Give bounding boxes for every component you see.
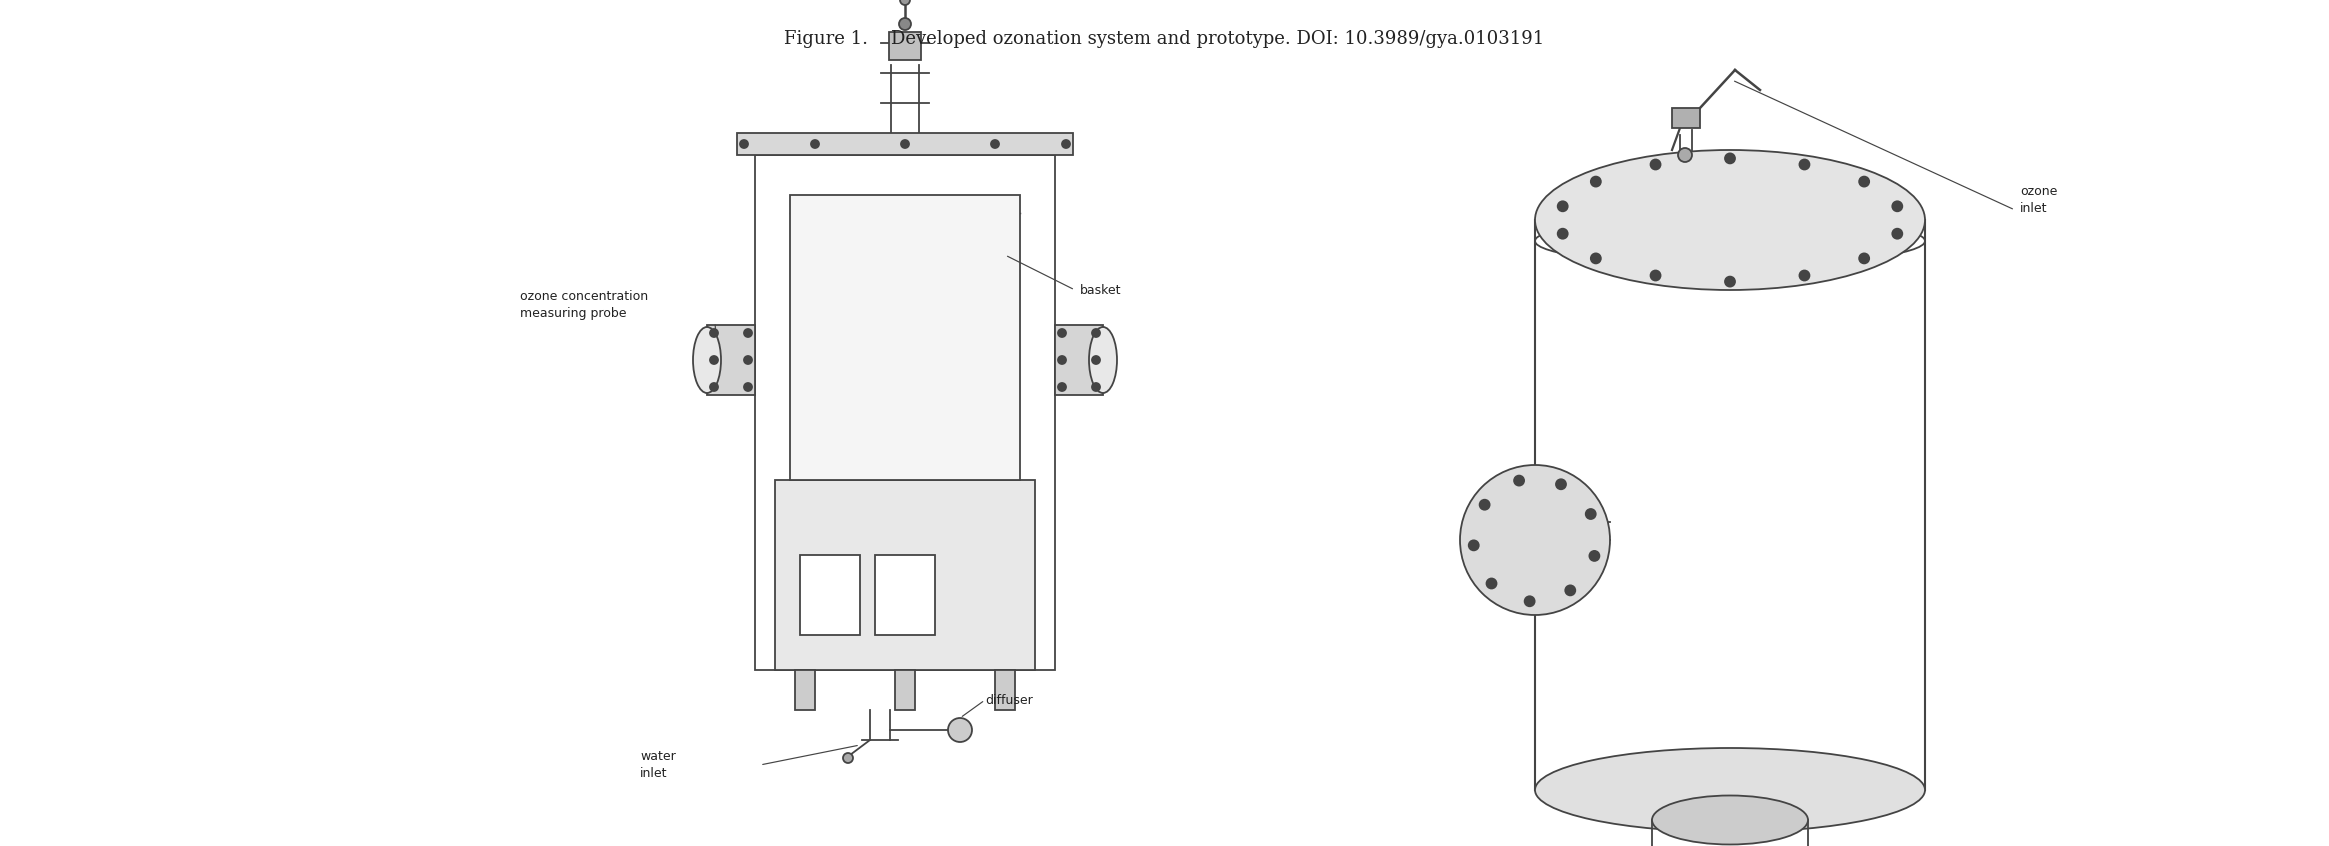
Bar bbox=[776, 480, 1034, 670]
Circle shape bbox=[948, 718, 971, 742]
Circle shape bbox=[1092, 356, 1099, 364]
Circle shape bbox=[1479, 500, 1491, 510]
Ellipse shape bbox=[1535, 150, 1926, 290]
Circle shape bbox=[710, 356, 717, 364]
Text: ozone
inlet: ozone inlet bbox=[2019, 185, 2057, 215]
Text: Figure 1.    Developed ozonation system and prototype. DOI: 10.3989/gya.0103191: Figure 1. Developed ozonation system and… bbox=[785, 30, 1544, 47]
Text: basket: basket bbox=[1081, 283, 1123, 296]
Bar bbox=[790, 195, 1020, 480]
Bar bbox=[876, 555, 934, 635]
Circle shape bbox=[741, 140, 748, 148]
Circle shape bbox=[1726, 153, 1735, 163]
Circle shape bbox=[743, 383, 752, 391]
Circle shape bbox=[1591, 254, 1600, 263]
Circle shape bbox=[1525, 596, 1535, 607]
Circle shape bbox=[710, 329, 717, 337]
Bar bbox=[894, 670, 915, 710]
Circle shape bbox=[1486, 579, 1498, 589]
Circle shape bbox=[743, 329, 752, 337]
Circle shape bbox=[1470, 541, 1479, 551]
Bar bbox=[1672, 108, 1700, 128]
Ellipse shape bbox=[1651, 795, 1807, 844]
Circle shape bbox=[899, 0, 911, 5]
Circle shape bbox=[1891, 228, 1903, 239]
Circle shape bbox=[1859, 177, 1870, 187]
Circle shape bbox=[1062, 140, 1069, 148]
Circle shape bbox=[1057, 356, 1067, 364]
Ellipse shape bbox=[1090, 327, 1118, 393]
Circle shape bbox=[1891, 201, 1903, 212]
Circle shape bbox=[843, 753, 852, 763]
Circle shape bbox=[1677, 148, 1691, 162]
Ellipse shape bbox=[1535, 748, 1926, 832]
Circle shape bbox=[1092, 383, 1099, 391]
Circle shape bbox=[899, 18, 911, 30]
Circle shape bbox=[992, 140, 999, 148]
Bar bbox=[890, 32, 920, 60]
Bar bbox=[755, 155, 1055, 670]
Bar bbox=[708, 325, 755, 395]
Text: diffuser: diffuser bbox=[985, 694, 1032, 706]
Circle shape bbox=[901, 140, 908, 148]
Ellipse shape bbox=[694, 327, 722, 393]
Bar bbox=[794, 670, 815, 710]
Circle shape bbox=[1726, 277, 1735, 287]
Bar bbox=[994, 670, 1015, 710]
Circle shape bbox=[1800, 271, 1810, 281]
Circle shape bbox=[1514, 475, 1523, 486]
Circle shape bbox=[1591, 177, 1600, 187]
Circle shape bbox=[1651, 160, 1661, 169]
Circle shape bbox=[1586, 509, 1595, 519]
Circle shape bbox=[1565, 585, 1574, 596]
Ellipse shape bbox=[1460, 465, 1609, 615]
Circle shape bbox=[1859, 254, 1870, 263]
Bar bbox=[736, 133, 1074, 155]
Text: ozone concentration
measuring probe: ozone concentration measuring probe bbox=[519, 290, 647, 320]
Circle shape bbox=[1556, 480, 1565, 489]
Circle shape bbox=[1057, 329, 1067, 337]
Circle shape bbox=[1588, 551, 1600, 561]
Circle shape bbox=[1558, 201, 1567, 212]
Text: water
inlet: water inlet bbox=[640, 750, 675, 780]
Bar bbox=[799, 555, 859, 635]
Circle shape bbox=[1800, 160, 1810, 169]
Circle shape bbox=[1651, 271, 1661, 281]
Circle shape bbox=[1558, 228, 1567, 239]
Circle shape bbox=[1092, 329, 1099, 337]
Bar bbox=[1055, 325, 1104, 395]
Circle shape bbox=[710, 383, 717, 391]
Circle shape bbox=[810, 140, 820, 148]
Circle shape bbox=[743, 356, 752, 364]
Circle shape bbox=[1057, 383, 1067, 391]
